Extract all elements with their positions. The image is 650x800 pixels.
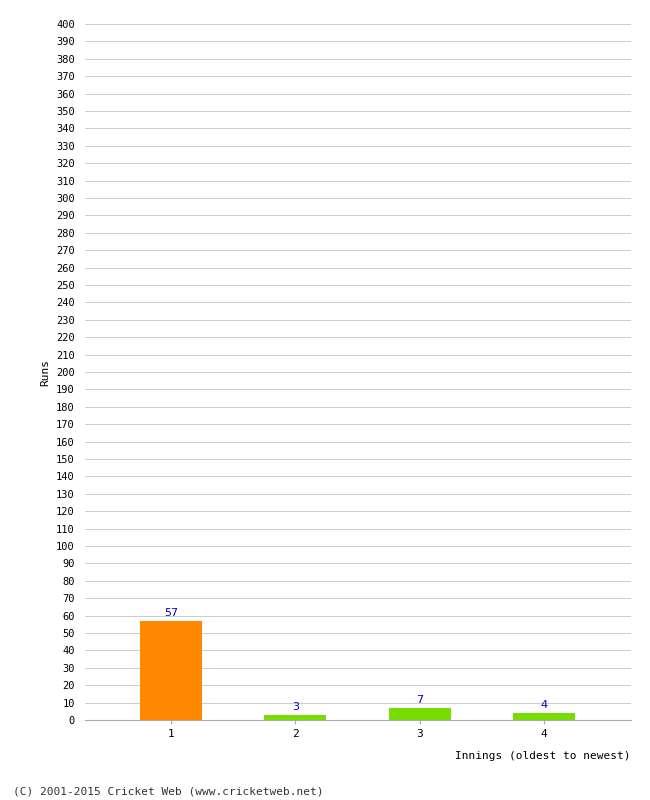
Text: 57: 57 [164, 608, 179, 618]
Text: 4: 4 [540, 701, 547, 710]
Y-axis label: Runs: Runs [40, 358, 51, 386]
Bar [513, 713, 575, 720]
Text: 3: 3 [292, 702, 299, 712]
Bar [265, 714, 326, 720]
Bar [389, 708, 450, 720]
Text: 7: 7 [416, 695, 423, 706]
X-axis label: Innings (oldest to newest): Innings (oldest to newest) [455, 751, 630, 762]
Text: (C) 2001-2015 Cricket Web (www.cricketweb.net): (C) 2001-2015 Cricket Web (www.cricketwe… [13, 786, 324, 796]
Bar [140, 621, 202, 720]
